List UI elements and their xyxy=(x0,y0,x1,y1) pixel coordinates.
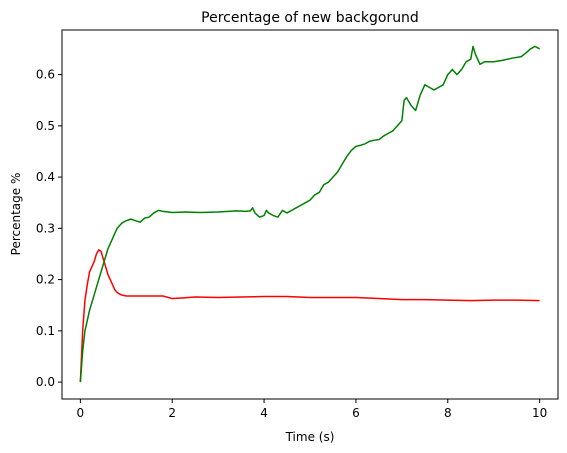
y-tick-label: 0.6 xyxy=(36,68,55,82)
y-tick-label: 0.3 xyxy=(36,221,55,235)
x-tick-label: 2 xyxy=(168,406,176,420)
plot-frame xyxy=(61,29,559,400)
y-tick-label: 0.4 xyxy=(36,170,55,184)
series-line-1 xyxy=(79,249,540,383)
y-axis-label: Percentage % xyxy=(9,173,23,256)
y-tick-label: 0.0 xyxy=(36,375,55,389)
series-layer xyxy=(79,45,540,383)
y-tick-label: 0.2 xyxy=(36,273,55,287)
x-tick-label: 10 xyxy=(532,406,547,420)
x-tick-label: 4 xyxy=(260,406,268,420)
x-tick-label: 0 xyxy=(77,406,85,420)
y-tick-label: 0.5 xyxy=(36,119,55,133)
x-axis-label: Time (s) xyxy=(285,430,335,444)
series-line-2 xyxy=(79,45,540,383)
y-axis: 0.0 0.1 0.2 0.3 0.4 0.5 0.6 xyxy=(36,68,62,389)
x-axis: 0 2 4 6 8 10 xyxy=(77,399,547,420)
y-tick-label: 0.1 xyxy=(36,324,55,338)
x-tick-label: 6 xyxy=(352,406,360,420)
chart-title: Percentage of new backgorund xyxy=(201,10,419,26)
x-tick-label: 8 xyxy=(444,406,452,420)
